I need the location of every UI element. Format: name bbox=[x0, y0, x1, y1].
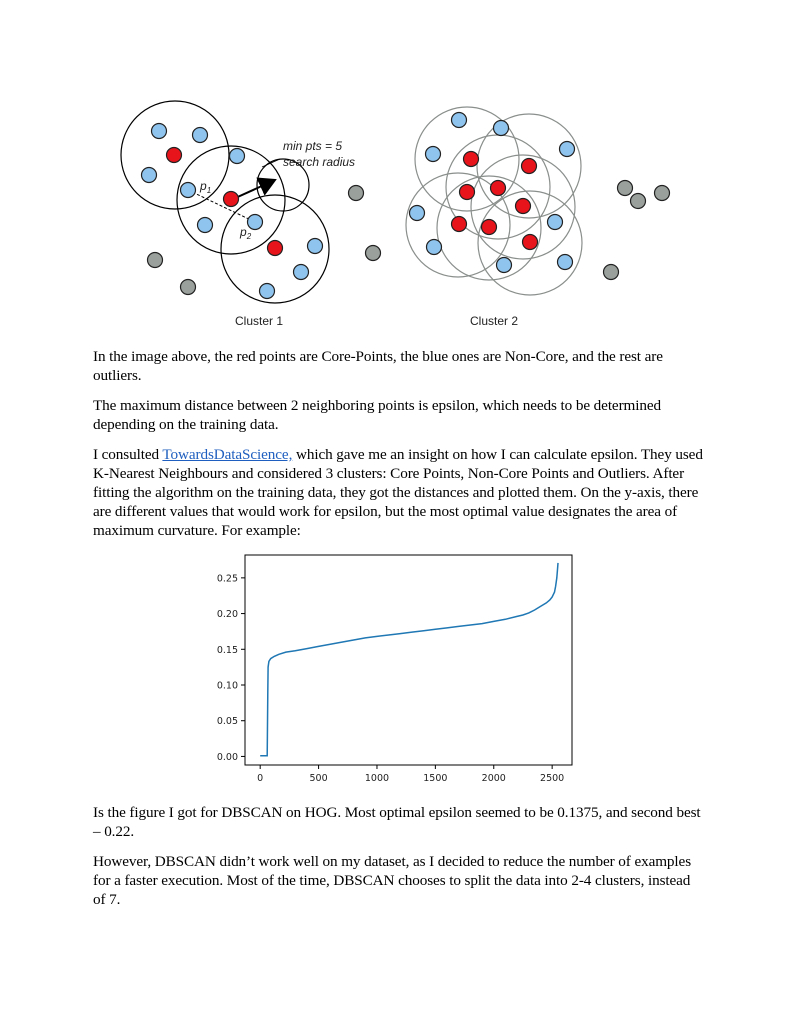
x-tick-label: 2000 bbox=[482, 773, 506, 784]
core-point bbox=[222, 190, 240, 208]
k-distance-line bbox=[260, 562, 559, 757]
outlier-points bbox=[146, 179, 671, 296]
non-core-point bbox=[150, 122, 168, 140]
dbscan-diagram: p1 p2 min pts = 5 search radius Cluster … bbox=[120, 100, 671, 328]
outlier-point bbox=[347, 184, 365, 202]
core-point bbox=[462, 150, 480, 168]
non-core-point bbox=[556, 253, 574, 271]
y-tick-label: 0.00 bbox=[217, 752, 238, 763]
non-core-point bbox=[292, 263, 310, 281]
radius-circle bbox=[470, 154, 576, 260]
p1-label: p1 bbox=[199, 179, 211, 195]
radius-circle bbox=[414, 106, 520, 212]
outlier-point bbox=[364, 244, 382, 262]
paragraph-epsilon-definition: The maximum distance between 2 neighbori… bbox=[93, 397, 661, 433]
non-core-point bbox=[495, 256, 513, 274]
x-tick-label: 500 bbox=[310, 773, 328, 784]
paragraph-method-source: I consulted TowardsDataScience, which ga… bbox=[93, 445, 703, 540]
x-axis-ticks: 0 500 1000 1500 2000 2500 bbox=[257, 765, 564, 784]
k-distance-chart: 0 500 1000 1500 2000 2500 0.00 0.05 0.10 0.15 0.2… bbox=[217, 554, 573, 784]
core-point bbox=[458, 183, 476, 201]
outlier-point bbox=[146, 251, 164, 269]
radius-circle bbox=[436, 175, 542, 281]
core-point bbox=[480, 218, 498, 236]
x-tick-label: 1500 bbox=[423, 773, 447, 784]
radius-circle bbox=[176, 145, 286, 255]
search-radius-annotation: search radius bbox=[283, 155, 355, 169]
paragraph-result: Is the figure I got for DBSCAN on HOG. M… bbox=[93, 804, 701, 840]
non-core-point bbox=[306, 237, 324, 255]
y-tick-label: 0.20 bbox=[217, 609, 238, 620]
cluster-1-label: Cluster 1 bbox=[235, 314, 283, 328]
p1-p2-dashed-link bbox=[187, 189, 256, 223]
non-core-point bbox=[191, 126, 209, 144]
cluster2-radius-circles bbox=[405, 106, 583, 296]
non-core-point bbox=[450, 111, 468, 129]
plot-frame bbox=[244, 554, 573, 766]
non-core-point bbox=[179, 181, 197, 199]
annotation-leader-line bbox=[261, 158, 281, 168]
min-pts-annotation: min pts = 5 bbox=[283, 139, 342, 153]
method-text-after: which gave me an insight on how I can ca… bbox=[93, 446, 718, 539]
x-tick-label: 0 bbox=[257, 773, 263, 784]
method-text-before: I consulted bbox=[93, 446, 163, 463]
non-core-point bbox=[196, 216, 214, 234]
y-tick-label: 0.15 bbox=[217, 645, 238, 656]
x-tick-label: 2500 bbox=[540, 773, 564, 784]
radius-circle bbox=[405, 172, 511, 278]
core-point bbox=[450, 215, 468, 233]
p2-label: p2 bbox=[239, 225, 252, 241]
radius-circle bbox=[477, 190, 583, 296]
non-core-point bbox=[258, 282, 276, 300]
core-point bbox=[514, 197, 532, 215]
core-point bbox=[489, 179, 507, 197]
non-core-point bbox=[546, 213, 564, 231]
non-core-point bbox=[424, 145, 442, 163]
paragraph-points-legend: In the image above, the red points are C… bbox=[93, 348, 663, 384]
y-tick-label: 0.10 bbox=[217, 681, 238, 692]
core-point bbox=[520, 157, 538, 175]
non-core-point bbox=[425, 238, 443, 256]
core-points bbox=[165, 146, 539, 257]
non-core-point bbox=[408, 204, 426, 222]
outlier-point bbox=[616, 179, 634, 197]
core-point bbox=[165, 146, 183, 164]
non-core-point bbox=[558, 140, 576, 158]
outlier-point bbox=[179, 278, 197, 296]
x-tick-label: 1000 bbox=[365, 773, 389, 784]
radius-circle bbox=[476, 113, 582, 219]
outlier-point bbox=[629, 192, 647, 210]
towardsdatascience-link[interactable]: TowardsDataScience, bbox=[162, 446, 293, 463]
non-core-point bbox=[228, 147, 246, 165]
core-point bbox=[266, 239, 284, 257]
paragraph-conclusion: However, DBSCAN didn’t work well on my d… bbox=[93, 853, 691, 908]
y-tick-label: 0.25 bbox=[217, 573, 238, 584]
y-axis-ticks: 0.00 0.05 0.10 0.15 0.20 0.25 bbox=[217, 573, 245, 763]
outlier-point bbox=[602, 263, 620, 281]
cluster-2-label: Cluster 2 bbox=[470, 314, 518, 328]
y-tick-label: 0.05 bbox=[217, 716, 238, 727]
cluster1-radius-circles bbox=[120, 100, 330, 304]
core-point bbox=[521, 233, 539, 251]
non-core-point bbox=[492, 119, 510, 137]
non-core-point bbox=[140, 166, 158, 184]
non-core-points bbox=[140, 111, 576, 300]
non-core-point bbox=[246, 213, 264, 231]
outlier-point bbox=[653, 184, 671, 202]
